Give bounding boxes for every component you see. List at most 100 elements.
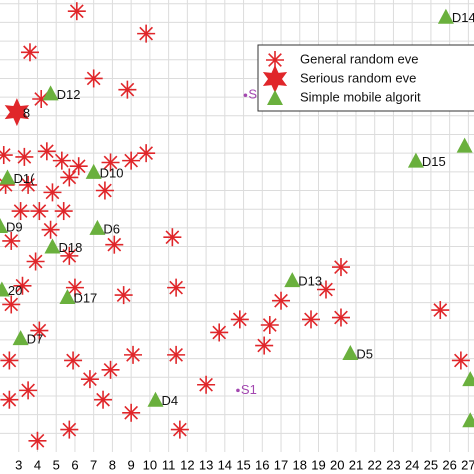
x-tick-label: 19 <box>311 457 325 472</box>
point <box>26 252 45 271</box>
triangle-shape <box>0 218 8 233</box>
point <box>60 168 79 187</box>
point <box>431 301 450 320</box>
x-tick-label: 18 <box>293 457 307 472</box>
point <box>54 202 73 221</box>
point-label: D9 <box>6 219 23 234</box>
point <box>122 151 141 170</box>
point <box>13 276 32 295</box>
x-tick-label: 9 <box>128 457 135 472</box>
triangle-shape <box>284 272 301 288</box>
triangle-shape <box>85 163 102 179</box>
x-tick-label: 8 <box>109 457 116 472</box>
point-label: D17 <box>73 290 97 305</box>
point-label: D15 <box>422 154 446 169</box>
point <box>284 272 301 288</box>
asterisk-stroke <box>268 53 282 67</box>
point <box>19 381 38 400</box>
triangle-shape <box>462 371 474 387</box>
asterisk-stroke <box>433 303 448 317</box>
x-tick-label: 14 <box>218 457 232 472</box>
x-tick-label: 24 <box>405 457 419 472</box>
asterisk-stroke <box>274 293 288 308</box>
point <box>37 142 56 161</box>
asterisk-stroke <box>169 280 183 295</box>
point <box>42 85 59 101</box>
point <box>0 281 10 297</box>
asterisk-stroke <box>139 26 154 41</box>
star-shape <box>4 98 29 127</box>
legend-marker <box>267 90 283 105</box>
point <box>94 390 113 409</box>
legend-marker <box>262 65 288 93</box>
point-label: 20 <box>8 283 22 298</box>
point <box>255 336 274 355</box>
asterisk-stroke <box>62 249 77 263</box>
asterisk-stroke <box>83 372 97 387</box>
triangle-shape <box>0 169 16 185</box>
point <box>118 80 137 99</box>
legend: General random eve Serious random eve Simp… <box>257 44 474 112</box>
asterisk-stroke <box>4 297 19 312</box>
asterisk-stroke <box>0 148 11 160</box>
point <box>105 235 124 254</box>
asterisk-stroke <box>54 153 69 168</box>
asterisk-stroke <box>62 170 77 185</box>
point <box>331 308 350 327</box>
asterisk-stroke <box>62 422 77 437</box>
asterisk-stroke <box>45 185 60 200</box>
point <box>0 146 13 165</box>
asterisk-stroke <box>43 222 58 237</box>
asterisk-stroke <box>212 325 227 340</box>
asterisk-stroke <box>15 278 30 293</box>
point <box>59 288 76 304</box>
asterisk-stroke <box>68 280 82 295</box>
point <box>0 169 16 185</box>
asterisk-stroke <box>98 183 112 198</box>
asterisk-stroke <box>21 383 35 398</box>
x-tick-label: 12 <box>180 457 194 472</box>
asterisk-stroke <box>2 392 17 407</box>
asterisk-stroke <box>232 312 247 327</box>
x-tick-label: 5 <box>53 457 60 472</box>
legend-box <box>257 44 474 112</box>
point <box>64 351 83 370</box>
triangle-shape <box>147 391 164 407</box>
asterisk-stroke <box>126 348 140 362</box>
asterisk-stroke <box>2 353 17 368</box>
asterisk-stroke <box>34 92 49 106</box>
asterisk-stroke <box>334 310 348 325</box>
point-label: D13 <box>298 274 322 289</box>
point <box>95 181 114 200</box>
x-tick-label: 15 <box>236 457 250 472</box>
point-label: D14 <box>452 10 474 25</box>
point-label: D6 <box>103 221 120 236</box>
asterisk-stroke <box>262 318 277 332</box>
asterisk-stroke <box>32 323 47 338</box>
point <box>451 351 470 370</box>
point <box>331 258 350 277</box>
asterisk-stroke <box>103 155 118 170</box>
asterisk-stroke <box>71 159 86 174</box>
asterisk-stroke <box>66 353 80 368</box>
point <box>342 345 359 361</box>
point <box>30 202 49 221</box>
asterisk-stroke <box>96 392 110 407</box>
triangle-shape <box>267 90 283 105</box>
point <box>456 137 473 153</box>
asterisk-stroke <box>13 204 28 218</box>
sensor-label: S1 <box>241 382 257 397</box>
point <box>80 370 99 389</box>
triangle-shape <box>342 345 359 361</box>
asterisk-stroke <box>120 82 135 97</box>
x-tick-label: 13 <box>199 457 213 472</box>
point <box>65 278 84 297</box>
asterisk-stroke <box>454 353 468 368</box>
point <box>20 43 39 62</box>
asterisk-stroke <box>124 405 139 420</box>
x-tick-label: 17 <box>274 457 288 472</box>
point-label: D5 <box>356 346 373 361</box>
asterisk-stroke <box>17 150 32 164</box>
triangle-shape <box>456 137 473 153</box>
